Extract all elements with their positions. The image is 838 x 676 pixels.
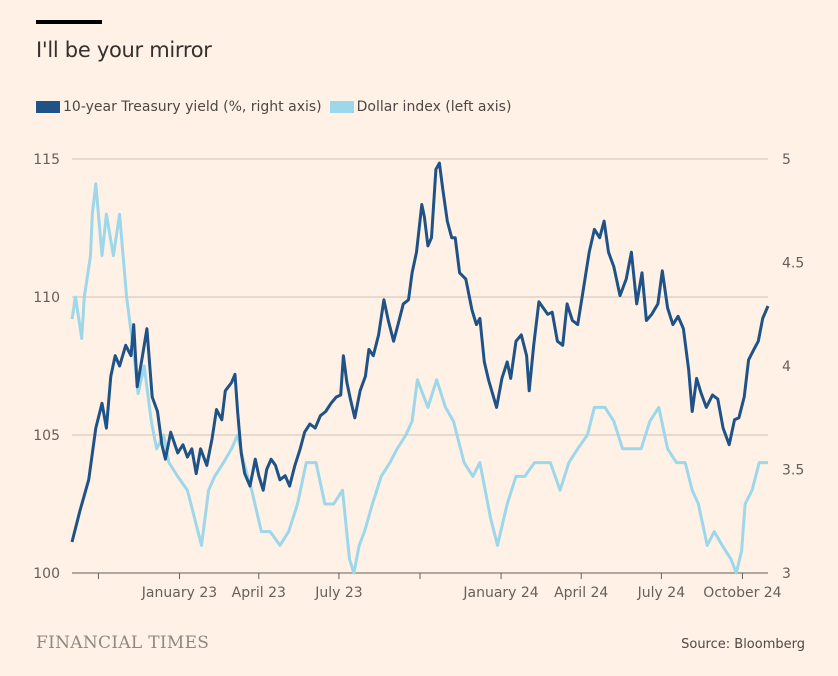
legend-swatch-treasury — [36, 101, 60, 113]
legend-item-treasury: 10-year Treasury yield (%, right axis) — [36, 99, 322, 115]
source-note: Source: Bloomberg — [681, 637, 805, 652]
x-tick-label: April 23 — [232, 585, 286, 601]
left-tick-label: 110 — [33, 290, 60, 306]
x-tick-label: October 24 — [703, 585, 781, 601]
right-tick-label: 4.5 — [782, 256, 804, 272]
legend-label-treasury: 10-year Treasury yield (%, right axis) — [63, 99, 322, 115]
legend-swatch-dollar — [329, 101, 354, 113]
legend-label-dollar: Dollar index (left axis) — [356, 99, 512, 115]
x-tick-label: April 24 — [554, 585, 608, 601]
ft-logo: FINANCIAL TIMES — [36, 633, 210, 653]
series-lines — [70, 161, 770, 575]
x-tick-label: July 23 — [314, 585, 362, 601]
left-axis-labels: 100 105 110 115 — [33, 152, 60, 582]
chart-title: I'll be your mirror — [36, 38, 212, 62]
series-line-treasury — [70, 161, 770, 543]
left-tick-label: 100 — [33, 566, 60, 582]
left-tick-label: 115 — [33, 152, 60, 168]
ft-top-rule — [36, 20, 102, 24]
left-tick-label: 105 — [33, 428, 60, 444]
series-line-dollar — [70, 182, 768, 575]
legend-item-dollar: Dollar index (left axis) — [329, 99, 512, 115]
x-tick-label: July 24 — [637, 585, 686, 601]
right-tick-label: 3.5 — [782, 463, 804, 479]
right-tick-label: 5 — [782, 152, 791, 168]
x-tick-label: January 24 — [462, 585, 538, 601]
x-axis: January 23 April 23 July 23 January 24 April… — [72, 572, 782, 601]
right-tick-label: 3 — [782, 566, 791, 582]
right-axis-labels: 3 3.5 4 4.5 5 — [782, 152, 804, 582]
right-tick-label: 4 — [782, 359, 791, 375]
x-tick-label: January 23 — [141, 585, 217, 601]
legend: 10-year Treasury yield (%, right axis) D… — [36, 99, 519, 115]
